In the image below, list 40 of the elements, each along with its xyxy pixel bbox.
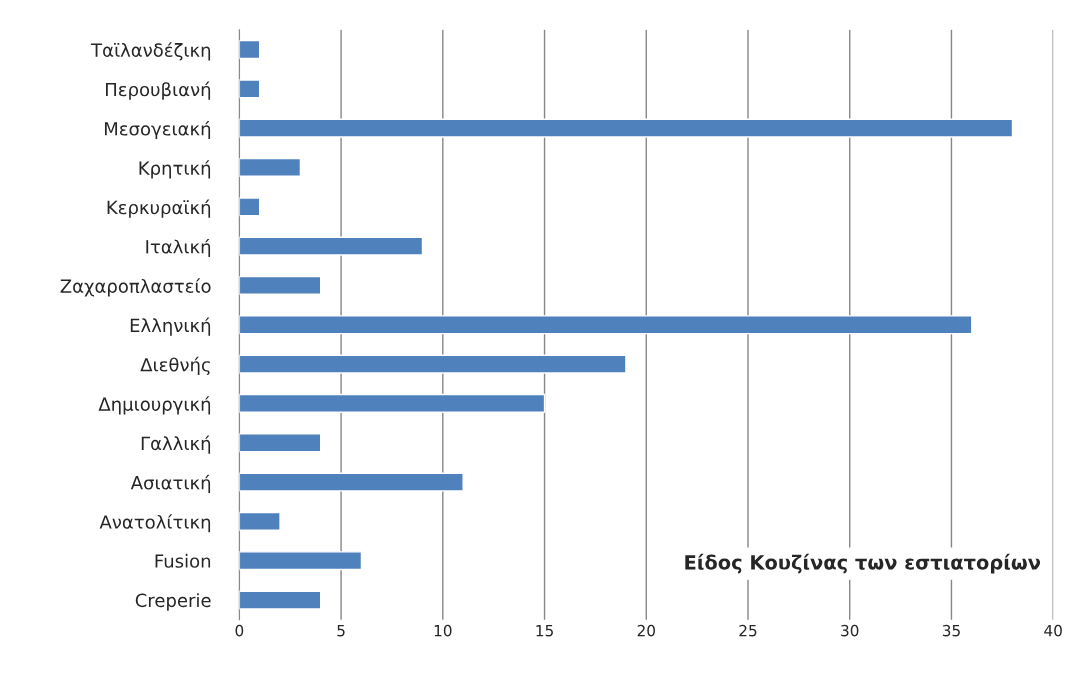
bar xyxy=(239,79,261,99)
y-tick-label: Μεσογειακή xyxy=(104,120,211,140)
y-tick-label: Ζαχαροπλαστείο xyxy=(60,278,211,297)
y-tick-label: Κρητική xyxy=(139,160,211,179)
y-tick-label: Ασιατική xyxy=(130,474,211,494)
x-tick-label: 40 xyxy=(1044,624,1062,637)
y-tick-label: Γαλλική xyxy=(141,435,211,454)
x-tick-label: 10 xyxy=(434,624,452,637)
x-tick-label: 5 xyxy=(337,625,345,637)
bar xyxy=(239,118,1014,138)
y-tick-label: Ταϊλανδέζικη xyxy=(90,42,211,61)
y-tick-label: Ανατολίτικη xyxy=(99,514,211,533)
x-tick-label: 35 xyxy=(942,624,960,637)
y-tick-label: Ελληνική xyxy=(130,317,211,336)
bar xyxy=(239,275,322,295)
y-tick-label: Διεθνής xyxy=(140,356,210,376)
y-tick-label: Fusion xyxy=(155,553,211,568)
x-tick-label: 25 xyxy=(739,624,757,637)
y-tick-label: Περουβιανή xyxy=(106,81,211,100)
x-tick-label: 20 xyxy=(637,624,655,637)
bar xyxy=(239,433,322,453)
text: Είδος Κουζίνας των εστιατορίων xyxy=(685,553,1041,574)
bar xyxy=(239,590,322,610)
bar xyxy=(239,157,302,178)
bar xyxy=(239,472,464,492)
bar xyxy=(239,197,261,217)
bar xyxy=(239,315,973,335)
bar xyxy=(239,236,424,256)
x-tick-label: 15 xyxy=(536,625,553,637)
bar xyxy=(239,511,281,531)
y-tick-label: Κερκυραϊκή xyxy=(107,199,211,218)
bar xyxy=(239,354,627,374)
bar xyxy=(239,39,261,60)
bar xyxy=(239,551,363,571)
bar xyxy=(239,393,546,413)
y-tick-label: Creperie xyxy=(135,593,211,611)
y-tick-label: Δημιουργική xyxy=(98,396,211,415)
x-tick-label: 0 xyxy=(235,624,244,637)
x-tick-label: 30 xyxy=(841,624,859,637)
y-tick-label: Ιταλική xyxy=(146,238,211,258)
